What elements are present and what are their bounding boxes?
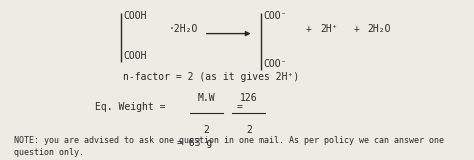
Text: M.W: M.W (197, 93, 215, 103)
Text: Eq. Weight =: Eq. Weight = (95, 102, 165, 112)
Text: ·2H₂O: ·2H₂O (168, 24, 198, 34)
Text: 126: 126 (240, 93, 258, 103)
Text: 2H₂O: 2H₂O (367, 24, 391, 34)
Text: 2: 2 (203, 125, 209, 135)
Text: COOH: COOH (123, 51, 147, 61)
Text: = 63 g: = 63 g (177, 138, 212, 148)
Text: COO⁻: COO⁻ (263, 11, 287, 21)
Text: +: + (353, 24, 359, 34)
Text: +: + (306, 24, 311, 34)
Text: 2: 2 (246, 125, 252, 135)
Text: 2H⁺: 2H⁺ (320, 24, 337, 34)
Text: =: = (237, 102, 242, 112)
Text: COOH: COOH (123, 11, 147, 21)
Text: NOTE: you are advised to ask one question in one mail. As per policy we can answ: NOTE: you are advised to ask one questio… (14, 136, 444, 157)
Text: n-factor = 2 (as it gives 2H⁺): n-factor = 2 (as it gives 2H⁺) (123, 72, 300, 82)
Text: COO⁻: COO⁻ (263, 59, 287, 69)
